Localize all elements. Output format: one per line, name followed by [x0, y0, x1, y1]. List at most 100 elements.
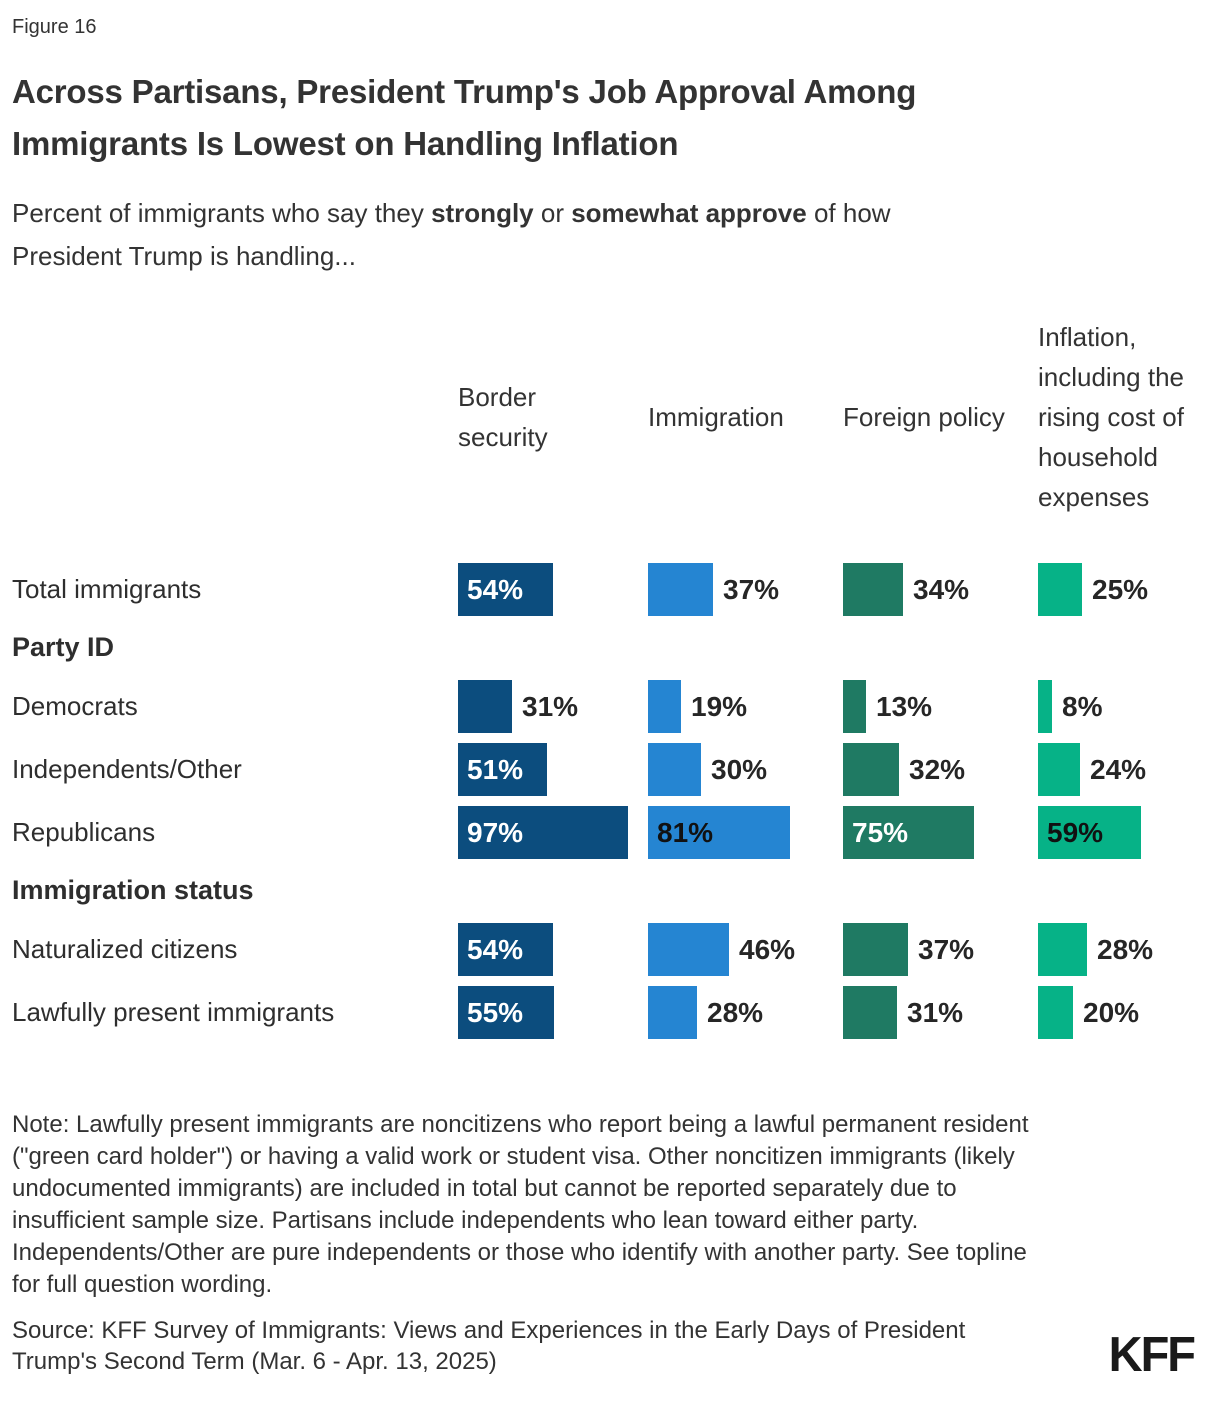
bar-value-label: 28%	[707, 996, 764, 1028]
bar-cell: 19%	[648, 680, 843, 734]
bar-cell: 30%	[648, 743, 843, 797]
section-header: Immigration status	[12, 875, 254, 906]
bar: 54%	[458, 563, 553, 617]
bar	[843, 986, 897, 1040]
kff-logo: KFF	[1108, 1325, 1196, 1382]
bar	[1038, 743, 1080, 797]
row-label: Total immigrants	[12, 574, 202, 605]
bar-cell: 24%	[1038, 743, 1220, 797]
subtitle-text: of how	[806, 198, 891, 229]
bar-value-label: 54%	[467, 933, 524, 965]
chart-footer: Source: KFF Survey of Immigrants: Views …	[12, 1315, 1198, 1382]
title-line2: Immigrants Is Lowest on Handling Inflati…	[12, 125, 679, 162]
bar: 55%	[458, 986, 554, 1040]
bar-cell: 32%	[843, 743, 1038, 797]
source-text: Source: KFF Survey of Immigrants: Views …	[12, 1317, 966, 1376]
bar-value-label: 46%	[739, 933, 796, 965]
column-header-immigration: Immigration	[648, 401, 784, 432]
bar-cell: 54%	[458, 563, 648, 617]
chart-row: Lawfully present immigrants 55% 28% 31% 20%	[12, 986, 1198, 1040]
bar	[843, 743, 899, 797]
bar	[648, 563, 713, 617]
chart-title: Across Partisans, President Trump's Job …	[12, 66, 1198, 170]
row-label: Democrats	[12, 691, 138, 722]
bar	[648, 986, 697, 1040]
bar-cell: 97%	[458, 806, 648, 860]
bar: 54%	[458, 923, 553, 977]
section-header: Party ID	[12, 632, 115, 663]
chart-note: Note: Lawfully present immigrants are no…	[12, 1111, 1029, 1299]
bar	[648, 680, 681, 734]
bar-value-label: 19%	[691, 690, 748, 722]
bar: 75%	[843, 806, 974, 860]
bar-cell: 34%	[843, 563, 1038, 617]
bar-value-label: 75%	[852, 816, 909, 848]
column-header-foreign-policy: Foreign policy	[843, 401, 1005, 432]
chart-row: Total immigrants 54% 37% 34% 25%	[12, 563, 1198, 617]
chart-body: Total immigrants 54% 37% 34% 25% Party ID Demo…	[12, 563, 1198, 1040]
bar-cell: 28%	[1038, 923, 1220, 977]
column-header-inflation: Inflation, including the rising cost of …	[1038, 321, 1184, 512]
bar: 81%	[648, 806, 790, 860]
subtitle-bold-strongly: strongly	[431, 198, 534, 229]
bar-value-label: 31%	[907, 996, 964, 1028]
chart-row: Naturalized citizens 54% 46% 37% 28%	[12, 923, 1198, 977]
bar	[648, 923, 729, 977]
bar-value-label: 13%	[876, 690, 933, 722]
subtitle-text: Percent of immigrants who say they	[12, 198, 432, 229]
bar	[1038, 986, 1073, 1040]
bar-value-label: 97%	[467, 816, 524, 848]
chart-row: Independents/Other 51% 30% 32% 24%	[12, 743, 1198, 797]
bar-value-label: 32%	[909, 753, 966, 785]
subtitle-line2: President Trump is handling...	[12, 241, 356, 272]
bar	[843, 923, 908, 977]
bar-value-label: 37%	[918, 933, 975, 965]
bar-value-label: 20%	[1083, 996, 1140, 1028]
chart-row: Republicans 97% 81% 75% 59%	[12, 806, 1198, 860]
bar-cell: 20%	[1038, 986, 1220, 1040]
bar-cell: 25%	[1038, 563, 1220, 617]
row-label: Republicans	[12, 817, 156, 848]
bar	[843, 680, 866, 734]
bar-cell: 8%	[1038, 680, 1220, 734]
bar-cell: 55%	[458, 986, 648, 1040]
bar: 51%	[458, 743, 547, 797]
row-label: Independents/Other	[12, 754, 242, 785]
bar-value-label: 37%	[723, 573, 780, 605]
row-label: Naturalized citizens	[12, 934, 238, 965]
bar	[648, 743, 701, 797]
bar-value-label: 81%	[657, 816, 714, 848]
bar-value-label: 24%	[1090, 753, 1147, 785]
title-line1: Across Partisans, President Trump's Job …	[12, 73, 917, 110]
bar	[1038, 923, 1087, 977]
bar-cell: 28%	[648, 986, 843, 1040]
bar-cell: 46%	[648, 923, 843, 977]
subtitle-text: or	[533, 198, 572, 229]
bar-value-label: 55%	[467, 996, 524, 1028]
bar-value-label: 25%	[1092, 573, 1149, 605]
bar	[1038, 680, 1052, 734]
subtitle-bold-somewhat-approve: somewhat approve	[571, 198, 807, 229]
bar	[843, 563, 903, 617]
bar-value-label: 51%	[467, 753, 524, 785]
bar	[1038, 563, 1082, 617]
bar-cell: 59%	[1038, 806, 1220, 860]
bar-value-label: 30%	[711, 753, 768, 785]
bar-cell: 13%	[843, 680, 1038, 734]
bar-cell: 81%	[648, 806, 843, 860]
bar-value-label: 54%	[467, 573, 524, 605]
bar-value-label: 8%	[1062, 690, 1103, 722]
bar-cell: 37%	[843, 923, 1038, 977]
bar-value-label: 59%	[1047, 816, 1104, 848]
bar-cell: 75%	[843, 806, 1038, 860]
bar: 97%	[458, 806, 628, 860]
bar-value-label: 34%	[913, 573, 970, 605]
bar-value-label: 28%	[1097, 933, 1154, 965]
bar-value-label: 31%	[522, 690, 579, 722]
row-label: Lawfully present immigrants	[12, 997, 335, 1028]
bar	[458, 680, 512, 734]
bar-cell: 51%	[458, 743, 648, 797]
column-header-row: Border security Immigration Foreign poli…	[12, 278, 1198, 555]
chart-subtitle: Percent of immigrants who say they stron…	[12, 192, 1198, 278]
bar-cell: 31%	[458, 680, 648, 734]
